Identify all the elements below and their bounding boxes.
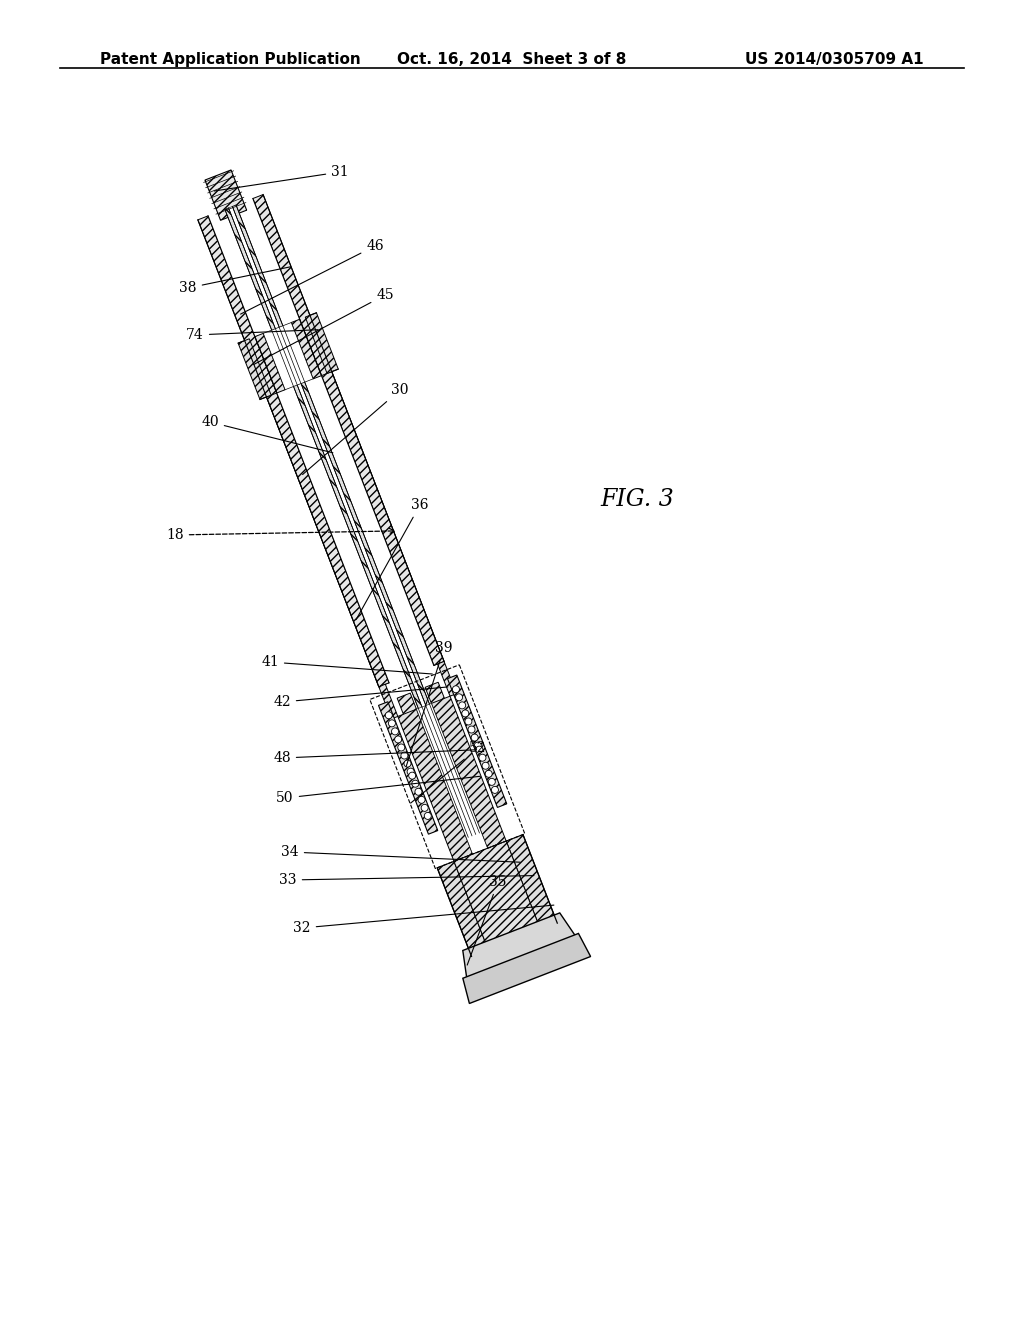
Text: 74: 74: [186, 327, 318, 342]
Circle shape: [471, 734, 478, 741]
Circle shape: [385, 711, 392, 719]
Circle shape: [474, 742, 481, 750]
Circle shape: [492, 787, 499, 793]
Circle shape: [400, 752, 408, 759]
Circle shape: [397, 744, 404, 751]
Polygon shape: [397, 709, 473, 862]
Circle shape: [421, 804, 428, 812]
Circle shape: [391, 727, 398, 735]
Circle shape: [479, 754, 486, 762]
Polygon shape: [305, 313, 338, 374]
Circle shape: [404, 760, 411, 767]
Text: US 2014/0305709 A1: US 2014/0305709 A1: [745, 51, 924, 67]
Text: 39: 39: [407, 642, 453, 767]
Polygon shape: [397, 693, 460, 826]
Polygon shape: [379, 684, 397, 719]
Circle shape: [468, 726, 475, 733]
Text: 45: 45: [254, 288, 394, 364]
Polygon shape: [255, 334, 285, 393]
Circle shape: [424, 812, 431, 820]
Text: 36: 36: [356, 498, 429, 619]
Polygon shape: [266, 393, 389, 686]
Polygon shape: [454, 841, 541, 950]
Text: Patent Application Publication: Patent Application Publication: [100, 51, 360, 67]
Polygon shape: [506, 834, 557, 929]
Text: 31: 31: [214, 165, 349, 191]
Polygon shape: [253, 194, 444, 665]
Text: 32: 32: [293, 906, 554, 935]
Polygon shape: [437, 862, 488, 957]
Polygon shape: [431, 696, 506, 849]
Text: 34: 34: [282, 845, 520, 862]
Polygon shape: [232, 205, 479, 834]
Text: 35: 35: [467, 875, 507, 965]
Circle shape: [459, 702, 466, 709]
Polygon shape: [263, 322, 313, 389]
Circle shape: [476, 746, 483, 754]
Circle shape: [488, 779, 496, 785]
Circle shape: [409, 772, 416, 779]
Text: 30: 30: [302, 383, 409, 475]
Polygon shape: [447, 675, 507, 808]
Text: 38: 38: [179, 267, 291, 294]
Text: 48: 48: [273, 750, 476, 766]
Polygon shape: [225, 209, 472, 837]
Polygon shape: [205, 170, 247, 220]
Polygon shape: [198, 216, 389, 686]
Text: 46: 46: [241, 239, 384, 314]
Circle shape: [453, 686, 460, 693]
Polygon shape: [208, 210, 406, 682]
Circle shape: [456, 694, 463, 701]
Polygon shape: [437, 661, 457, 696]
Circle shape: [485, 771, 493, 777]
Text: 41: 41: [261, 655, 432, 675]
Circle shape: [394, 737, 401, 743]
Text: 33: 33: [280, 873, 534, 887]
Polygon shape: [379, 702, 438, 834]
Circle shape: [408, 768, 414, 775]
Polygon shape: [417, 704, 487, 854]
Circle shape: [415, 788, 422, 795]
Polygon shape: [463, 913, 580, 986]
Text: 42: 42: [273, 686, 447, 709]
Text: 18: 18: [166, 528, 394, 543]
Polygon shape: [322, 372, 444, 665]
Polygon shape: [291, 319, 322, 379]
Text: Oct. 16, 2014  Sheet 3 of 8: Oct. 16, 2014 Sheet 3 of 8: [397, 51, 627, 67]
Polygon shape: [237, 198, 434, 672]
Text: 40: 40: [201, 414, 333, 453]
Text: FIG. 3: FIG. 3: [600, 488, 674, 511]
Circle shape: [418, 796, 425, 804]
Polygon shape: [239, 339, 271, 400]
Text: 52: 52: [411, 741, 486, 803]
Circle shape: [388, 719, 395, 727]
Circle shape: [462, 710, 469, 717]
Polygon shape: [228, 206, 476, 836]
Polygon shape: [425, 682, 488, 816]
Circle shape: [412, 780, 419, 787]
Text: 50: 50: [276, 776, 480, 805]
Circle shape: [482, 762, 489, 770]
Circle shape: [465, 718, 472, 725]
Polygon shape: [463, 933, 591, 1003]
